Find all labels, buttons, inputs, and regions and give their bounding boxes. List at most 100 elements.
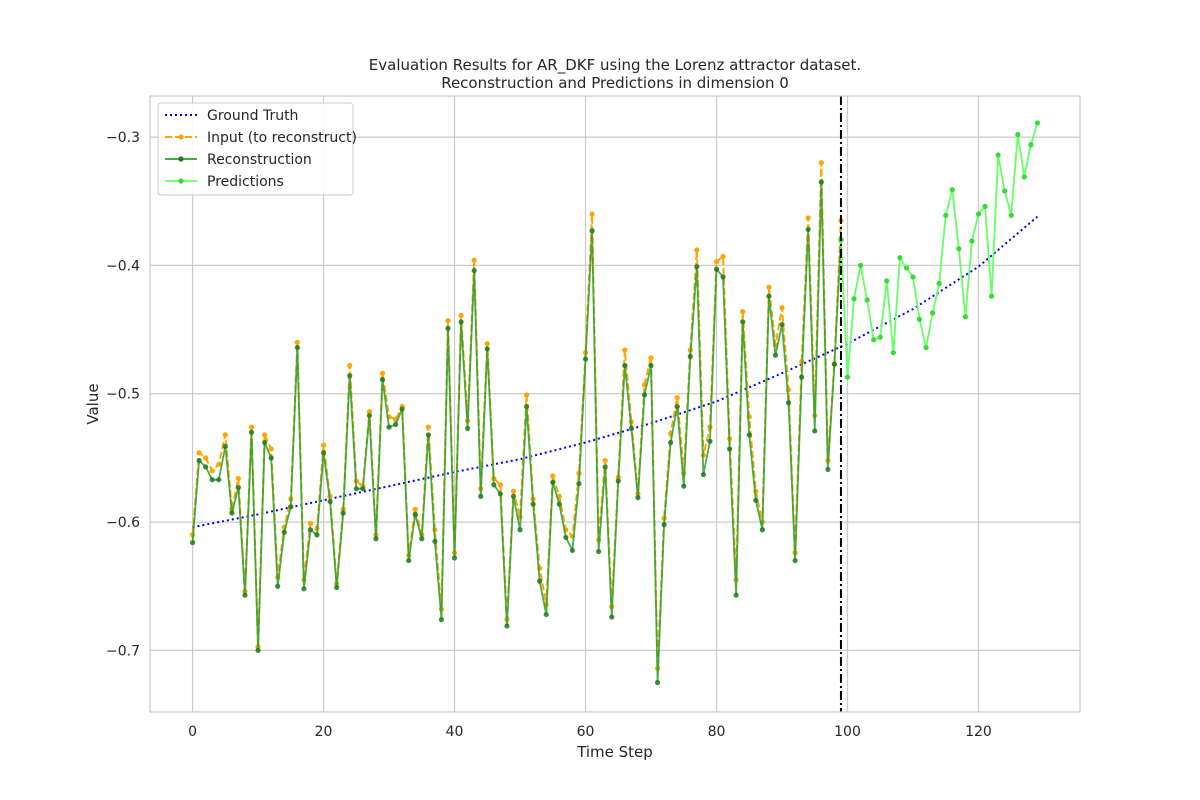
chart-title-line-1: Evaluation Results for AR_DKF using the … [369, 56, 861, 75]
reconstruction-point [281, 529, 287, 535]
predictions-point [995, 152, 1001, 158]
reconstruction-point [674, 403, 680, 410]
reconstruction-point [727, 446, 733, 452]
reconstruction-point [504, 623, 510, 629]
reconstruction-point [609, 614, 615, 620]
reconstruction-point [668, 439, 674, 446]
reconstruction-point [661, 522, 667, 528]
reconstruction-point [792, 557, 798, 564]
y-tick-label: −0.7 [106, 643, 140, 659]
predictions-point [1021, 174, 1027, 180]
input-point [445, 317, 451, 324]
reconstruction-point [347, 373, 353, 379]
predictions-point [975, 211, 982, 217]
reconstruction-point [589, 228, 595, 234]
reconstruction-point [360, 486, 366, 492]
input-point [248, 424, 255, 430]
input-point [694, 247, 700, 253]
input-point [307, 520, 314, 526]
reconstruction-point [471, 267, 477, 274]
predictions-point [851, 296, 857, 302]
reconstruction-point [406, 557, 412, 564]
reconstruction-point [772, 352, 779, 358]
reconstruction-point [746, 432, 752, 438]
input-point [196, 450, 202, 456]
input-point [379, 370, 386, 376]
reconstruction-point [399, 406, 405, 412]
predictions-point [871, 337, 877, 343]
predictions-point [1002, 188, 1008, 194]
ground-truth-line [192, 215, 1039, 529]
input-point [294, 339, 300, 345]
reconstruction-point [596, 548, 602, 555]
predictions-point [864, 297, 870, 303]
reconstruction-point [740, 319, 746, 325]
legend-label-ground-truth: Ground Truth [207, 108, 298, 124]
reconstruction-point [654, 679, 661, 686]
reconstruction-point [484, 346, 490, 352]
reconstruction-point [425, 432, 431, 438]
reconstruction-point [805, 226, 811, 233]
input-point [222, 432, 228, 438]
reconstruction-point [203, 464, 209, 470]
reconstruction-point [812, 428, 818, 434]
reconstruction-point [419, 536, 425, 542]
reconstruction-point [334, 584, 340, 591]
reconstruction-point [386, 424, 392, 430]
reconstruction-point [216, 477, 222, 483]
reconstruction-point [432, 538, 438, 544]
reconstruction-point [569, 547, 576, 553]
reconstruction-point [353, 486, 359, 492]
predictions-point [1034, 120, 1041, 126]
reconstruction-point [635, 495, 641, 501]
predictions-point [1028, 142, 1034, 148]
reconstruction-point [602, 464, 608, 470]
reconstruction-point [622, 362, 628, 369]
reconstruction-point [458, 319, 464, 325]
reconstruction-point [681, 483, 687, 489]
x-tick-label: 0 [188, 724, 197, 740]
reconstruction-point [412, 511, 418, 517]
reconstruction-point [576, 480, 582, 487]
input-point [589, 211, 595, 217]
input-point [235, 475, 242, 482]
grid-lines [150, 96, 1080, 712]
reconstruction-point [327, 498, 333, 505]
x-tick-label: 40 [446, 724, 464, 740]
predictions-point [962, 314, 968, 320]
predictions-point [844, 374, 851, 380]
input-point [523, 392, 530, 398]
input-point [550, 473, 556, 479]
predictions-point [890, 350, 896, 356]
reconstruction-point [523, 403, 530, 410]
input-point [510, 488, 517, 494]
legend-label-reconstruction: Reconstruction [207, 152, 312, 168]
y-tick-label: −0.4 [106, 258, 140, 274]
reconstruction-point [445, 325, 451, 331]
predictions-point [930, 310, 936, 316]
legend-box [157, 102, 354, 196]
reconstruction-point [700, 471, 707, 478]
reconstruction-point [465, 425, 471, 431]
reconstruction-point [733, 592, 739, 598]
reconstruction-point [229, 510, 235, 516]
input-point [602, 457, 608, 464]
reconstruction-point [196, 457, 202, 464]
input-point [818, 160, 824, 166]
input-point [347, 362, 353, 369]
input-point [805, 215, 811, 221]
reconstruction-point [825, 466, 831, 473]
reconstruction-point [550, 479, 556, 485]
input-point [412, 506, 418, 512]
input-point [425, 424, 431, 430]
reconstruction-point [753, 497, 759, 503]
reconstruction-point [438, 617, 445, 623]
y-axis-label: Value [84, 383, 102, 424]
reconstruction-point [648, 362, 654, 369]
reconstruction-point [530, 501, 536, 507]
reconstruction-point [301, 586, 307, 592]
plot-area [150, 96, 1080, 712]
reconstruction-point [242, 592, 248, 598]
reconstruction-point [537, 578, 543, 584]
reconstruction-point [379, 377, 386, 383]
